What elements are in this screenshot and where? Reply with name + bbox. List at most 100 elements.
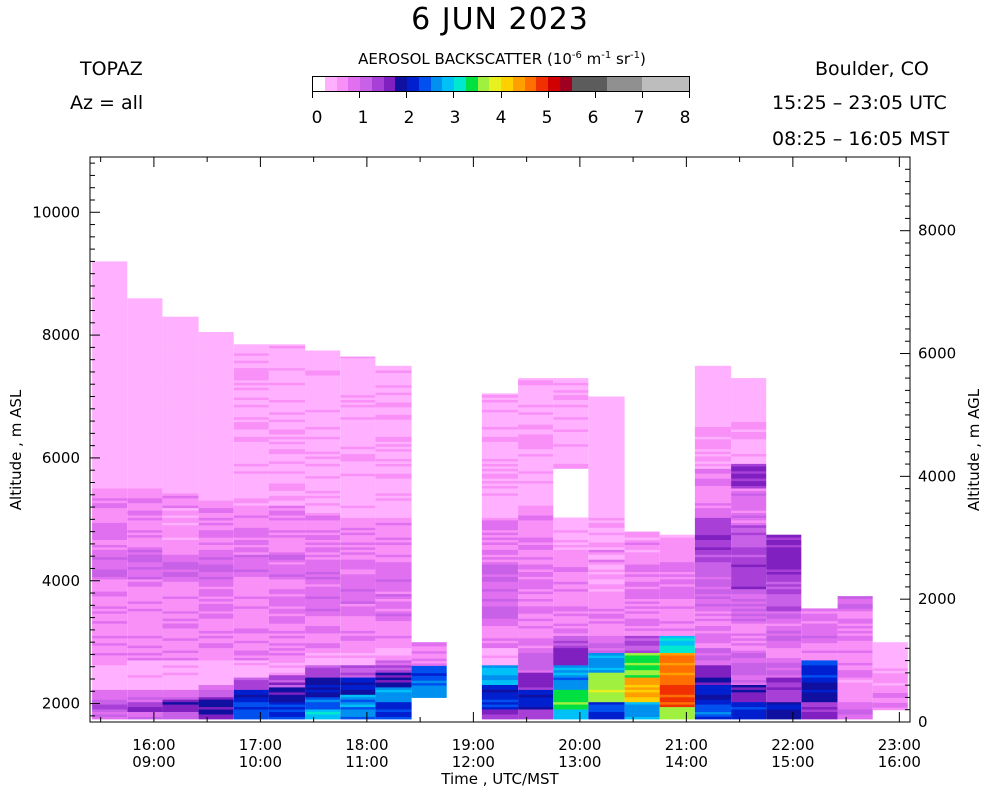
data-cell xyxy=(198,574,234,577)
data-cell xyxy=(198,343,234,346)
data-cell xyxy=(694,574,732,577)
data-cell xyxy=(233,608,269,612)
data-cell xyxy=(233,502,269,506)
data-cell xyxy=(198,392,234,396)
data-cell xyxy=(233,344,269,346)
data-cell xyxy=(340,687,376,690)
data-cell xyxy=(518,379,554,383)
data-cell xyxy=(340,387,376,391)
data-cell xyxy=(766,633,802,636)
data-cell xyxy=(198,495,234,499)
data-cell xyxy=(127,330,163,334)
data-cell xyxy=(518,539,554,543)
data-cell xyxy=(731,549,767,553)
data-cell xyxy=(659,687,695,690)
data-cell xyxy=(233,463,269,467)
colorbar-tick-label: 2 xyxy=(403,108,415,128)
data-cell xyxy=(127,574,163,577)
data-cell xyxy=(481,465,519,469)
data-cell xyxy=(766,571,802,575)
data-cell xyxy=(305,436,341,440)
data-cell xyxy=(481,635,519,639)
data-cell xyxy=(92,325,128,329)
data-cell xyxy=(233,510,269,513)
data-cell xyxy=(162,549,199,553)
data-cell xyxy=(659,539,695,543)
data-cell xyxy=(481,662,519,666)
data-cell xyxy=(801,655,838,658)
data-cell xyxy=(766,704,802,708)
data-cell xyxy=(872,697,908,701)
data-cell xyxy=(340,672,376,676)
data-cell xyxy=(162,559,199,563)
data-cell xyxy=(162,601,199,604)
data-cell xyxy=(766,684,802,688)
data-cell xyxy=(162,691,199,695)
data-cell xyxy=(481,603,519,607)
data-cell xyxy=(305,554,341,558)
data-cell xyxy=(198,701,234,705)
data-cell xyxy=(553,615,589,619)
data-cell xyxy=(518,453,554,457)
data-cell xyxy=(305,524,341,528)
data-cell xyxy=(872,663,908,666)
data-cell xyxy=(305,586,341,590)
data-cell xyxy=(198,515,234,518)
data-cell xyxy=(624,547,660,550)
data-cell xyxy=(268,537,306,540)
data-cell xyxy=(481,468,519,472)
data-cell xyxy=(92,537,128,540)
data-cell xyxy=(340,605,376,609)
data-cell xyxy=(233,345,269,349)
data-cell xyxy=(659,544,695,548)
data-cell xyxy=(731,691,767,695)
data-cell xyxy=(837,689,873,693)
data-cell xyxy=(731,677,767,681)
data-cell xyxy=(198,711,234,715)
data-cell xyxy=(872,677,908,681)
data-cell xyxy=(92,298,128,302)
data-cell xyxy=(233,458,269,462)
data-cell xyxy=(624,699,660,703)
data-cell xyxy=(553,456,589,459)
colorbar-swatch xyxy=(395,77,407,91)
data-cell xyxy=(553,451,589,455)
data-cell xyxy=(481,696,519,700)
data-cell xyxy=(481,691,519,695)
data-cell xyxy=(162,554,199,558)
data-cell xyxy=(198,357,234,361)
data-cell xyxy=(694,416,732,420)
data-cell xyxy=(518,524,554,528)
data-cell xyxy=(233,394,269,398)
data-cell xyxy=(162,640,199,644)
data-cell xyxy=(694,640,732,644)
data-cell xyxy=(588,527,625,531)
data-cell xyxy=(162,485,199,489)
data-cell xyxy=(553,610,589,614)
data-cell xyxy=(162,515,199,518)
data-cell xyxy=(305,623,341,626)
colorbar-swatch xyxy=(489,77,501,91)
data-cell xyxy=(233,497,269,501)
data-cell xyxy=(340,623,376,626)
data-cell xyxy=(127,657,163,661)
data-cell xyxy=(553,699,589,703)
data-cell xyxy=(588,618,625,622)
data-cell xyxy=(162,453,199,457)
data-cell xyxy=(553,532,589,536)
data-cell xyxy=(340,598,376,602)
data-cell xyxy=(198,480,234,484)
data-cell xyxy=(305,650,341,653)
data-cell xyxy=(198,397,234,400)
data-cell xyxy=(518,532,554,536)
data-cell xyxy=(233,375,269,378)
data-cell xyxy=(375,443,412,447)
data-cell xyxy=(162,581,199,585)
data-cell xyxy=(624,664,660,668)
data-cell xyxy=(731,456,767,459)
x-tick-label-mst: 11:00 xyxy=(345,753,388,771)
data-cell xyxy=(127,468,163,472)
data-cell xyxy=(268,529,306,533)
data-cell xyxy=(411,677,447,681)
data-cell xyxy=(766,660,802,663)
